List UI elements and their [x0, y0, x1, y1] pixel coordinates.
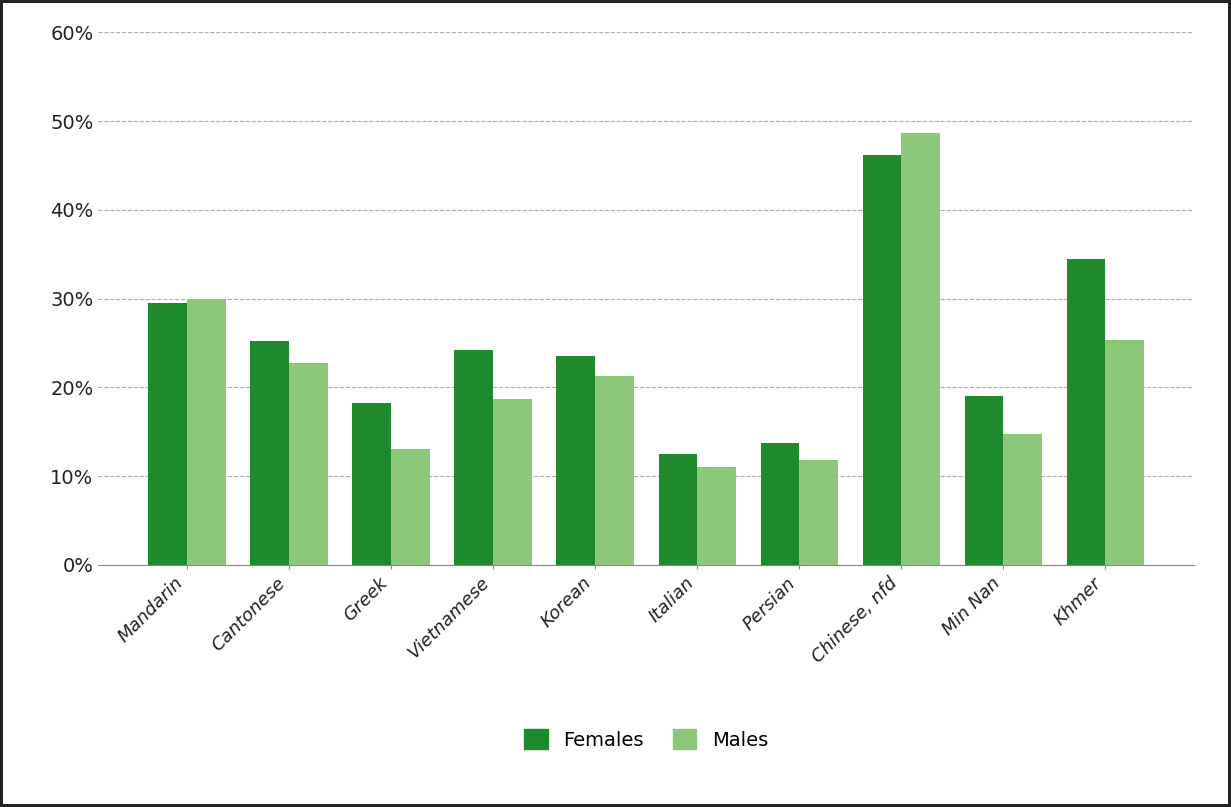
- Bar: [1105, 341, 1145, 565]
- Bar: [289, 363, 327, 565]
- Bar: [799, 460, 838, 565]
- Bar: [659, 454, 697, 565]
- Bar: [965, 396, 1003, 565]
- Bar: [761, 443, 799, 565]
- Bar: [250, 341, 289, 565]
- Bar: [1067, 258, 1105, 565]
- Bar: [697, 467, 736, 565]
- Bar: [1003, 434, 1043, 565]
- Bar: [863, 155, 901, 565]
- Bar: [494, 399, 532, 565]
- Bar: [352, 404, 391, 565]
- Legend: Females, Males: Females, Males: [517, 721, 776, 758]
- Bar: [391, 449, 430, 565]
- Bar: [148, 303, 187, 565]
- Bar: [901, 132, 940, 565]
- Bar: [596, 376, 634, 565]
- Bar: [556, 356, 596, 565]
- Bar: [454, 350, 494, 565]
- Bar: [187, 299, 225, 565]
